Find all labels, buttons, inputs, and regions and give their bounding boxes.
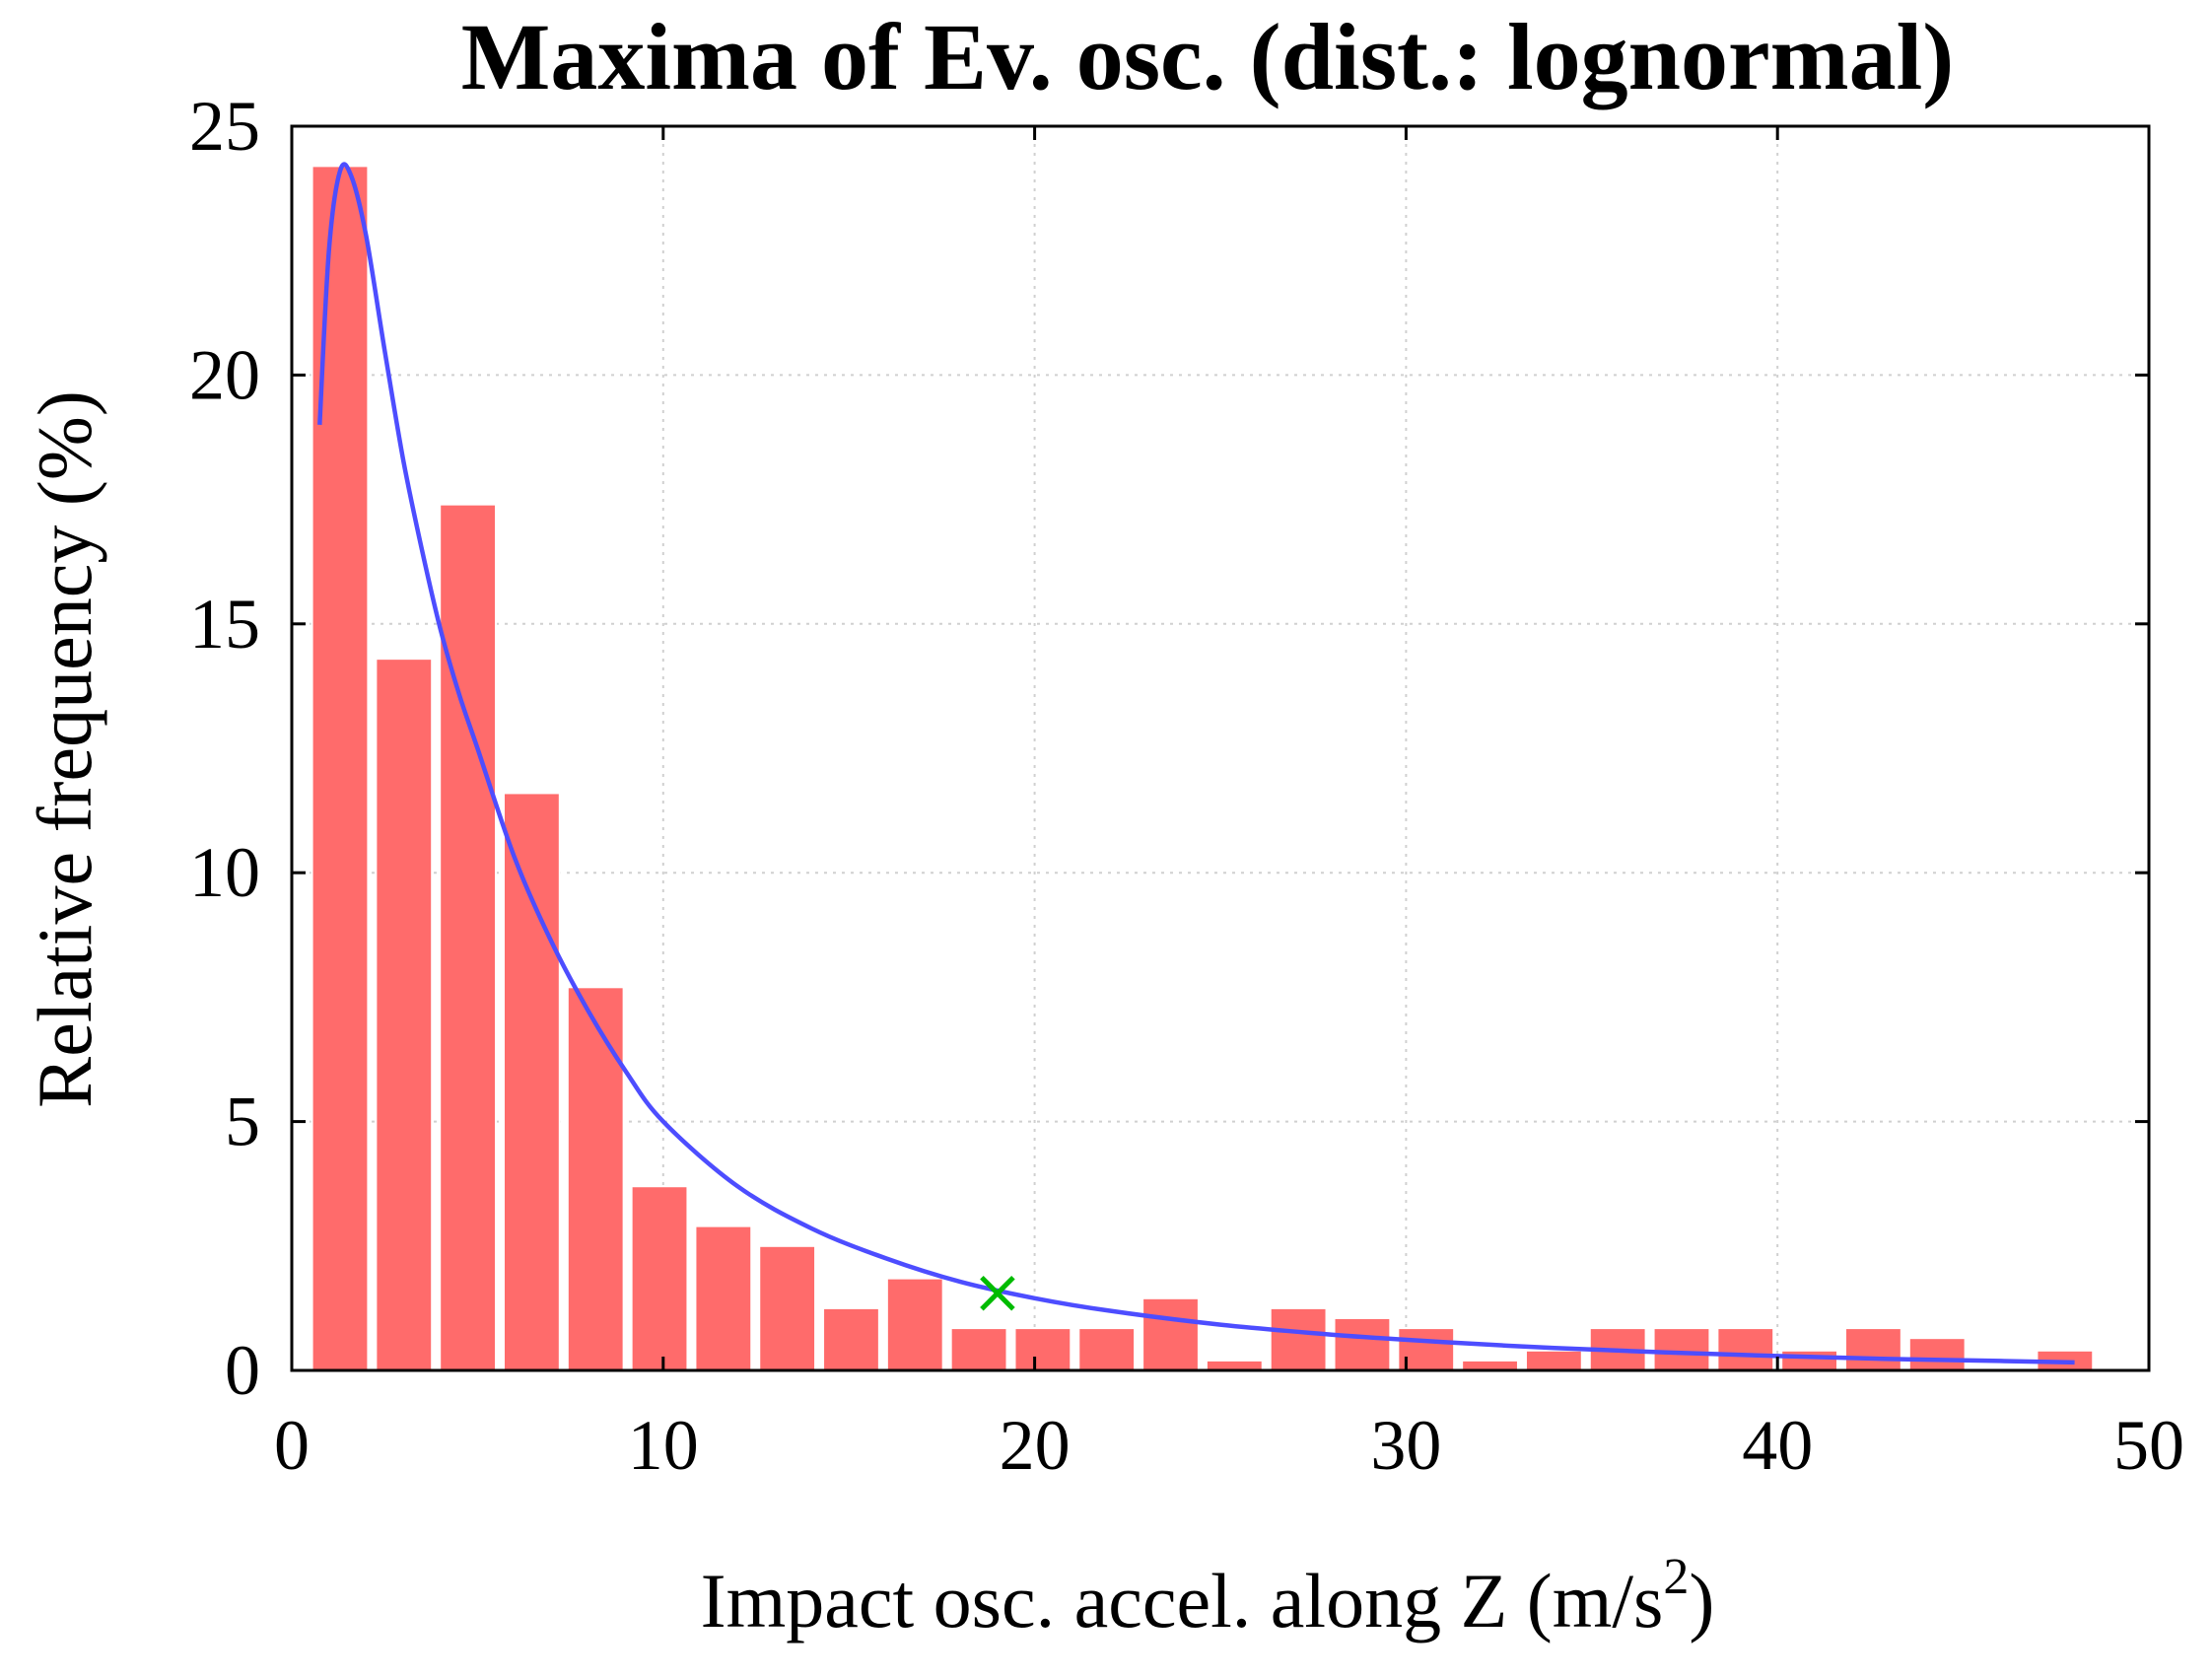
histogram-bar <box>1141 1296 1200 1371</box>
plot-frame <box>290 124 2151 1372</box>
histogram-bar <box>439 503 498 1371</box>
histogram-bar <box>1269 1306 1328 1372</box>
x-tick-labels: 0 10 20 30 40 50 <box>274 1406 2184 1485</box>
histogram-bar <box>1013 1327 1072 1372</box>
x-tick-label: 40 <box>1742 1406 1813 1485</box>
histogram-bar <box>758 1244 817 1372</box>
histogram-bar <box>311 165 370 1371</box>
y-tick-label: 0 <box>225 1331 260 1410</box>
x-axis-label-superscript: 2 <box>1663 1549 1689 1605</box>
x-tick-label: 0 <box>274 1406 310 1485</box>
y-tick-label: 20 <box>189 335 260 414</box>
histogram-bar <box>566 986 625 1372</box>
histogram-bar <box>1077 1327 1137 1372</box>
histogram-bar <box>949 1327 1008 1372</box>
chart-title: Maxima of Ev. osc. (dist.: lognormal) <box>461 4 1955 109</box>
x-axis-label-close: ) <box>1689 1558 1714 1644</box>
histogram-bar <box>885 1277 944 1372</box>
histogram-bars <box>311 165 2095 1372</box>
y-axis-label: Relative frequency (%) <box>22 390 107 1108</box>
y-tick-label: 25 <box>189 87 260 166</box>
histogram-bar <box>1524 1349 1583 1371</box>
histogram-bar <box>1844 1327 1902 1372</box>
highlight-marker <box>980 1275 1015 1311</box>
histogram-bar <box>1461 1359 1519 1372</box>
y-tick-label: 5 <box>225 1083 260 1161</box>
lognormal-fit-curve <box>317 162 2075 1365</box>
x-tick-label: 20 <box>1000 1406 1071 1485</box>
y-tick-label: 15 <box>189 585 260 664</box>
x-tick-label: 30 <box>1370 1406 1441 1485</box>
x-tick-label: 10 <box>628 1406 699 1485</box>
y-tick-labels: 0 5 10 15 20 25 <box>189 87 260 1410</box>
histogram-bar <box>822 1306 880 1372</box>
histogram-bar <box>375 658 434 1371</box>
histogram-bar <box>1907 1337 1967 1371</box>
histogram-bar <box>503 792 561 1371</box>
histogram-bar <box>1652 1327 1711 1372</box>
histogram-bar <box>694 1224 753 1372</box>
grid <box>292 126 2149 1370</box>
y-tick-label: 10 <box>189 833 260 912</box>
x-axis-label-main: Impact osc. accel. along Z (m/s <box>701 1558 1664 1644</box>
histogram-bar <box>630 1185 689 1371</box>
x-tick-label: 50 <box>2113 1406 2184 1485</box>
histogram-bar <box>1333 1316 1392 1371</box>
axis-ticks <box>290 124 2151 1372</box>
x-axis-label: Impact osc. accel. along Z (m/s2) <box>701 1549 1715 1644</box>
histogram-bar <box>1780 1349 1839 1371</box>
highlight-marker-stroke <box>980 1275 1015 1311</box>
histogram-bar <box>1205 1359 1264 1372</box>
histogram-bar <box>1716 1327 1775 1372</box>
